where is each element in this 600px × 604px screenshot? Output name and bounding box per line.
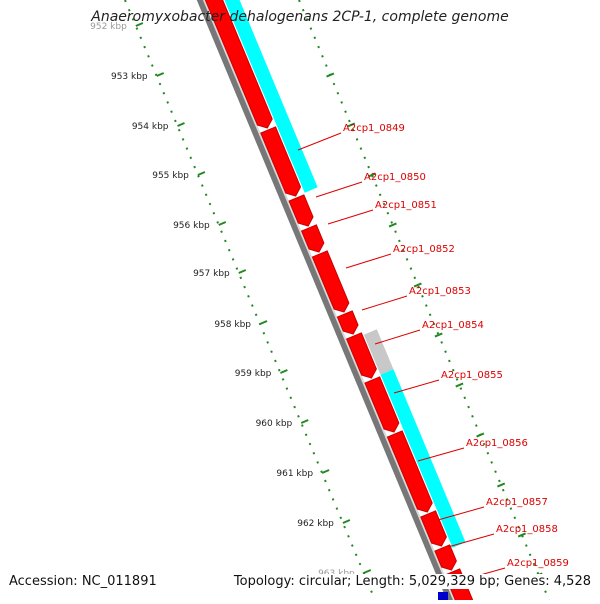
gene-leader-line (417, 447, 465, 462)
cds-arrow (364, 376, 400, 433)
cds-arrow (260, 126, 302, 197)
scale-tick (156, 72, 165, 77)
scale-tick-label: 961 kbp (276, 469, 313, 479)
outer-tick-track (298, 0, 552, 604)
backbone-highlight (202, 0, 457, 604)
cds-arrow (434, 544, 457, 571)
cds-arrow (345, 332, 377, 379)
cds-arrow (300, 224, 325, 253)
gene-leader-line (345, 253, 392, 269)
map-title: Anaeromyxobacter dehalogenans 2CP-1, com… (91, 9, 509, 25)
scale-tick-label: 952 kbp (90, 22, 127, 32)
topology-text: Topology: circular; Length: 5,029,329 bp… (233, 574, 591, 589)
outer-tick (434, 332, 443, 338)
cds-arrow (288, 194, 314, 227)
scale-tick-label: 953 kbp (111, 72, 148, 82)
cds-arrow (311, 250, 350, 313)
cds-arrow (420, 510, 447, 547)
scale-tick (280, 369, 288, 374)
gene-label: A2cp1_0856 (466, 438, 528, 449)
gene-leader-line (447, 533, 495, 548)
gene-leader-line (393, 379, 440, 394)
scale-tick-label: 958 kbp (214, 320, 251, 330)
gene-label: A2cp1_0852 (393, 244, 455, 255)
outer-tick (517, 532, 526, 538)
outer-tick (347, 122, 356, 128)
outer-tick (326, 72, 335, 78)
accession-text: Accession: NC_011891 (9, 574, 157, 589)
scale-tick-label: 955 kbp (152, 171, 189, 181)
scale-tick (259, 320, 268, 325)
gene-label: A2cp1_0859 (507, 558, 569, 569)
scale-tick (177, 122, 185, 127)
outer-tick (367, 172, 376, 178)
scale-tick-label: 957 kbp (193, 269, 230, 279)
gene-label: A2cp1_0850 (364, 172, 426, 183)
gene-label: A2cp1_0849 (343, 123, 405, 134)
gene-leader-line (297, 132, 342, 151)
scale-tick (363, 569, 372, 574)
gene-leader-line (437, 506, 485, 521)
gene-leader-line (315, 181, 363, 198)
gray-segment (363, 329, 394, 375)
gene-leader-line (327, 209, 374, 225)
gene-label: A2cp1_0858 (496, 524, 558, 535)
scale-tick (238, 269, 247, 274)
scale-tick (342, 519, 351, 524)
cds-arrow (386, 430, 433, 513)
scale-tick-label: 959 kbp (235, 369, 272, 379)
blue-feature (438, 592, 448, 600)
gene-label: A2cp1_0854 (422, 320, 484, 331)
cds-arrow (204, 0, 273, 129)
gene-label: A2cp1_0857 (486, 497, 548, 508)
outer-tick (388, 222, 397, 228)
gene-label: A2cp1_0853 (409, 286, 471, 297)
cyan-segment (380, 369, 466, 548)
scale-tick-label: 962 kbp (297, 519, 334, 529)
cds-arrow (336, 310, 359, 335)
scale-tick (197, 171, 206, 176)
scale-track (124, 0, 376, 601)
outer-tick (413, 282, 422, 288)
gene-leader-line (361, 295, 408, 311)
scale-tick (218, 221, 227, 226)
outer-tick (497, 482, 506, 488)
scale-tick-label: 954 kbp (132, 122, 169, 132)
cyan-segment (224, 0, 318, 193)
gene-leader-line (374, 329, 421, 345)
scale-tick-label: 960 kbp (256, 419, 293, 429)
scale-tick-label: 956 kbp (173, 221, 210, 231)
scale-tick (321, 469, 330, 474)
outer-tick (455, 382, 464, 388)
outer-tick (476, 432, 485, 438)
gene-label: A2cp1_0851 (375, 200, 437, 211)
scale-tick (135, 22, 144, 27)
backbone-line (196, 0, 455, 604)
gene-label: A2cp1_0855 (441, 370, 503, 381)
scale-tick (300, 419, 309, 424)
